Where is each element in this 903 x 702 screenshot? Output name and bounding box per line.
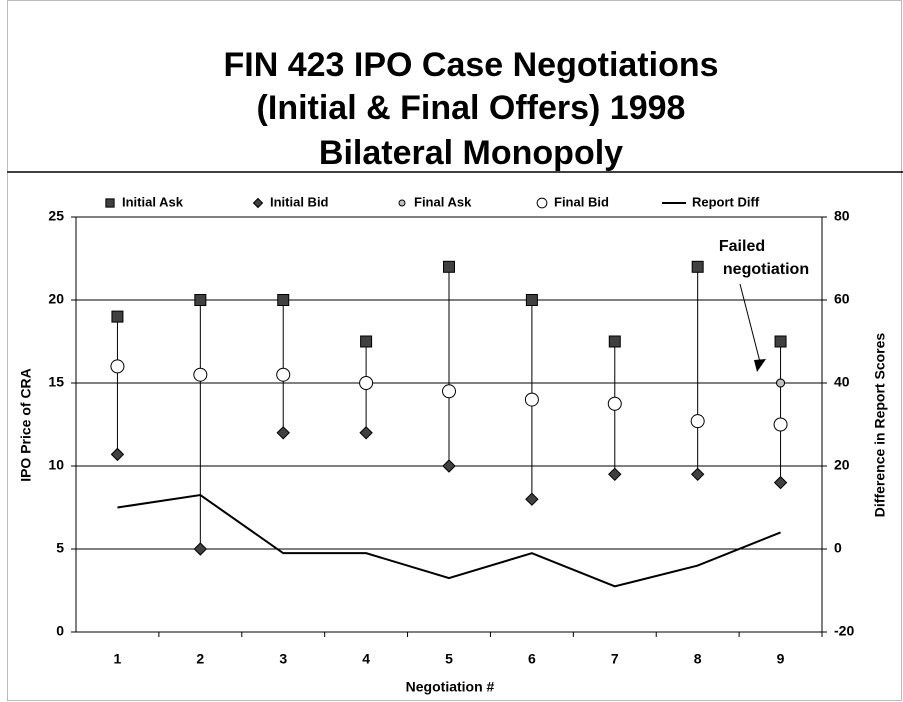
x-tick-label: 2 bbox=[196, 651, 204, 667]
annotation: negotiation bbox=[723, 261, 809, 278]
y2-tick-label: -20 bbox=[834, 623, 854, 639]
y-tick-label: 25 bbox=[48, 208, 64, 224]
y2-axis-label: Difference in Report Scores bbox=[872, 333, 888, 518]
marker-square bbox=[360, 335, 373, 348]
marker-diamond bbox=[525, 492, 539, 506]
marker-square bbox=[111, 310, 124, 323]
legend-label: Final Ask bbox=[414, 194, 472, 209]
x-tick-label: 4 bbox=[362, 651, 370, 667]
marker-circle bbox=[276, 367, 291, 382]
x-tick-label: 8 bbox=[694, 651, 702, 667]
x-tick-label: 6 bbox=[528, 651, 536, 667]
marker-circle bbox=[524, 392, 539, 407]
y-tick-label: 5 bbox=[56, 540, 64, 556]
y2-tick-label: 20 bbox=[834, 457, 850, 473]
marker-circle bbox=[110, 359, 125, 374]
frame bbox=[7, 0, 902, 701]
marker-diamond bbox=[276, 426, 290, 440]
y-tick-label: 0 bbox=[56, 623, 64, 639]
marker-square bbox=[691, 260, 704, 273]
annotation-arrowhead bbox=[754, 359, 766, 372]
legend-label: Report Diff bbox=[692, 194, 760, 209]
line-series bbox=[117, 494, 781, 588]
marker-diamond bbox=[193, 542, 208, 556]
marker-diamond bbox=[359, 426, 373, 440]
y2-tick-label: 40 bbox=[834, 374, 850, 390]
marker-square bbox=[774, 335, 787, 348]
marker-square bbox=[277, 294, 290, 306]
y-tick-label: 20 bbox=[48, 291, 64, 307]
marker-circle bbox=[442, 384, 456, 399]
marker-diamond bbox=[773, 475, 788, 490]
marker-square bbox=[608, 335, 621, 348]
marker-circle bbox=[398, 199, 406, 207]
marker-circle bbox=[690, 414, 705, 429]
legend-label: Initial Ask bbox=[122, 194, 184, 209]
marker-circle bbox=[776, 378, 786, 388]
y-tick-label: 10 bbox=[48, 457, 64, 473]
marker-diamond bbox=[690, 467, 705, 482]
marker-circle bbox=[773, 417, 788, 432]
x-tick-label: 1 bbox=[114, 651, 122, 667]
x-tick-label: 5 bbox=[445, 651, 453, 667]
legend-label: Initial Bid bbox=[270, 194, 329, 209]
marker-square bbox=[443, 260, 455, 273]
marker-circle bbox=[193, 367, 208, 382]
y2-tick-label: 0 bbox=[834, 540, 842, 556]
marker-circle bbox=[359, 376, 374, 390]
y2-tick-label: 80 bbox=[834, 208, 850, 224]
marker-square bbox=[194, 294, 207, 306]
x-tick-label: 3 bbox=[279, 651, 287, 667]
x-tick-label: 7 bbox=[611, 651, 619, 667]
marker-square bbox=[105, 198, 115, 208]
marker-diamond bbox=[110, 447, 125, 462]
y-axis-label: IPO Price of CRA bbox=[18, 368, 34, 482]
marker-diamond bbox=[608, 467, 622, 482]
marker-diamond bbox=[252, 197, 264, 209]
chart-title: Bilateral Monopoly bbox=[319, 134, 623, 172]
y2-tick-label: 60 bbox=[834, 291, 850, 307]
marker-diamond bbox=[442, 459, 456, 473]
y-tick-label: 15 bbox=[48, 374, 64, 390]
annotation: Failed bbox=[719, 238, 765, 255]
x-tick-label: 9 bbox=[777, 651, 785, 667]
chart-title: FIN 423 IPO Case Negotiations bbox=[223, 46, 718, 84]
annotation-arrow bbox=[739, 283, 761, 363]
chart-title: (Initial & Final Offers) 1998 bbox=[257, 89, 686, 127]
legend-label: Final Bid bbox=[554, 194, 609, 209]
marker-circle bbox=[607, 396, 622, 411]
marker-circle bbox=[536, 197, 548, 209]
marker-square bbox=[525, 294, 538, 306]
x-axis-label: Negotiation # bbox=[406, 679, 495, 695]
